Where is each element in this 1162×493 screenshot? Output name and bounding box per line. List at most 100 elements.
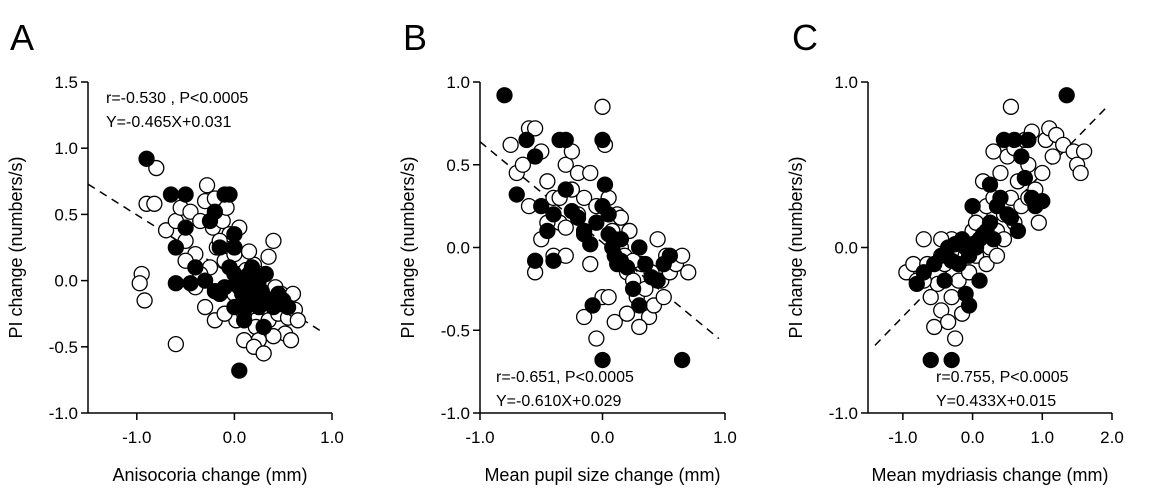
data-point-filled [1009,222,1027,240]
x-axis-label: Anisocoria change (mm) [112,465,307,485]
y-tick-label: -1.0 [49,404,78,423]
data-point-open [618,305,636,322]
data-point-open [265,232,282,250]
data-point-filled [971,272,988,289]
data-point-filled [545,252,562,269]
x-tick-label: -1.0 [888,428,917,447]
data-point-filled [1013,148,1030,165]
data-point-filled [182,275,199,292]
x-axis-label: Mean mydriasis change (mm) [871,465,1108,485]
panel-letter: A [10,17,34,58]
data-point-open [196,298,214,316]
data-point-open [594,98,611,115]
y-tick-label: 0.5 [54,205,78,224]
data-point-open [680,264,697,281]
data-point-open [136,292,153,309]
panel-a: A PI change (numbers/s) Anisocoria chang… [6,17,344,485]
data-point-filled [584,297,601,314]
x-tick-label: 0.0 [591,428,615,447]
panel-letter: B [403,17,427,58]
data-point-open [255,345,272,362]
y-tick-label: 1.0 [446,73,470,92]
stats-annotation: r=0.755, P<0.0005 [936,369,1069,386]
data-point-filled [631,297,648,314]
data-point-filled [936,272,953,289]
panel-c: C PI change (numbers/s) Mean mydriasis c… [786,17,1124,485]
data-point-open [922,288,939,306]
data-point-filled [231,362,248,379]
data-point-filled [206,203,224,220]
y-tick-label: 0.0 [834,239,858,258]
y-axis-label: PI change (numbers/s) [398,156,418,338]
data-point-open [1002,98,1020,115]
data-point-open [131,275,148,292]
data-point-open [1044,148,1061,165]
y-tick-label: -1.0 [441,404,470,423]
data-point-filled [1016,169,1034,187]
data-point-open [606,313,623,331]
data-point-filled [964,197,981,215]
data-point-open [1034,164,1051,182]
data-point-filled [631,239,648,256]
data-point-open [289,312,306,329]
data-point-filled [1058,87,1075,104]
data-point-filled [167,239,184,256]
data-point-open [631,318,648,336]
data-point-filled [255,318,272,336]
data-point-filled [177,219,194,236]
data-point-filled [526,148,544,165]
data-point-open [260,248,277,265]
regression-line [479,141,720,340]
x-tick-label: 1.0 [1030,428,1054,447]
data-point-filled [582,236,599,253]
data-point-open [514,156,532,173]
data-point-open [985,143,1002,160]
data-point-filled [985,231,1002,248]
data-point-filled [981,176,999,193]
data-point-filled [187,259,204,276]
data-point-filled [138,150,155,167]
data-point-open [539,173,556,190]
data-point-filled [177,186,194,203]
data-point-filled [649,272,666,289]
y-axis-label: PI change (numbers/s) [786,156,806,338]
data-point-filled [588,214,605,231]
x-tick-label: 1.0 [713,428,737,447]
x-axis-label: Mean pupil size change (mm) [484,465,720,485]
data-point-filled [943,351,960,369]
data-point-filled [526,252,544,269]
data-point-filled [594,131,611,149]
data-point-open [1072,164,1089,182]
stats-annotation: r=-0.530 , P<0.0005 [106,90,248,107]
panel-letter: C [792,17,818,58]
data-point-open [265,328,282,345]
data-point-filled [1020,131,1037,149]
y-tick-label: -0.5 [49,338,78,357]
data-point-open [582,164,599,182]
data-point-filled [594,351,611,369]
x-tick-label: 2.0 [1100,428,1124,447]
data-point-filled [508,186,525,203]
y-tick-label: 0.0 [446,239,470,258]
regression-equation: Y=-0.465X+0.031 [106,114,232,131]
x-tick-label: 0.0 [223,428,247,447]
data-point-filled [922,351,939,369]
y-tick-label: 1.0 [54,139,78,158]
data-point-open [946,330,964,347]
data-point-open [198,177,216,194]
data-point-filled [618,259,636,276]
y-axis-label: PI change (numbers/s) [6,156,26,338]
x-tick-label: -1.0 [122,428,151,447]
y-tick-label: 0.0 [54,272,78,291]
data-point-filled [637,255,654,273]
data-point-filled [612,231,630,248]
data-point-filled [557,131,574,149]
data-point-filled [496,87,513,104]
data-point-open [655,288,672,306]
data-point-open [575,308,593,326]
data-point-open [992,164,1009,182]
data-point-filled [1034,193,1051,210]
data-point-filled [1006,131,1023,149]
data-point-filled [673,351,691,369]
